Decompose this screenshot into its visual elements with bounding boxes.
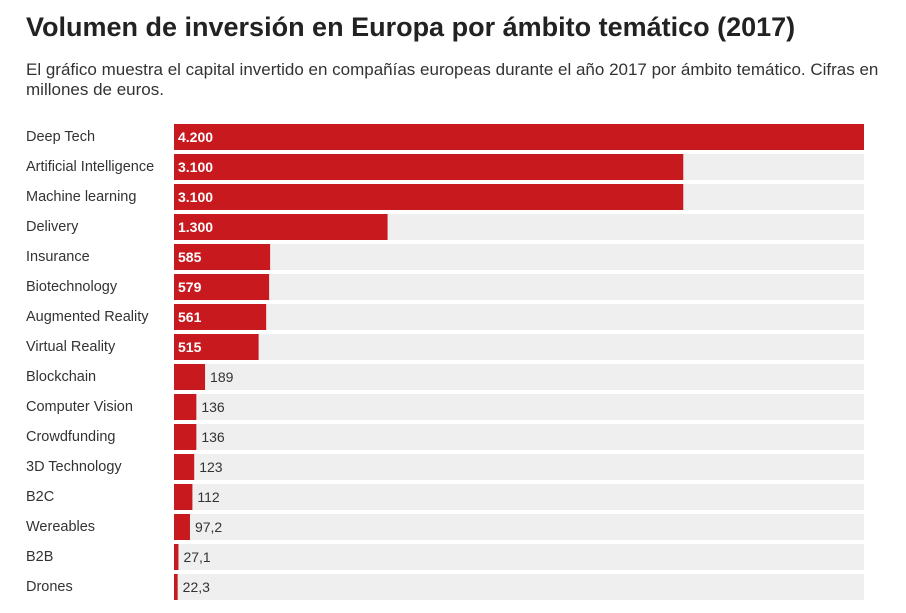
bar-track [174,574,864,600]
value-label: 27,1 [183,549,210,565]
bar [174,364,206,390]
category-label: Machine learning [26,189,136,205]
value-label: 4.200 [178,129,213,145]
bar [174,454,195,480]
bar [174,304,267,330]
category-label: Biotechnology [26,279,118,295]
value-label: 97,2 [195,519,222,535]
bar-track [174,454,864,480]
category-label: Virtual Reality [26,339,116,355]
bar-track [174,484,864,510]
bar [174,424,197,450]
category-label: Augmented Reality [26,309,149,325]
bar-row: Computer Vision 136 [26,394,864,420]
bar [174,544,179,570]
bar-row: Delivery 1.300 [26,214,864,240]
value-label: 22,3 [183,579,210,595]
bar-track [174,274,864,300]
category-label: Drones [26,579,73,595]
category-label: Crowdfunding [26,429,115,445]
category-label: Delivery [26,219,79,235]
bar-track [174,364,864,390]
bar [174,154,684,180]
category-label: Artificial Intelligence [26,159,154,175]
bar [174,274,270,300]
bar-row: Artificial Intelligence 3.100 [26,154,864,180]
bar-track [174,514,864,540]
value-label: 579 [178,279,202,295]
bar-track [174,424,864,450]
value-label: 123 [199,459,223,475]
bar-row: Insurance 585 [26,244,864,270]
category-label: Insurance [26,249,90,265]
bar-row: Wereables 97,2 [26,514,864,540]
bar-row: Machine learning 3.100 [26,184,864,210]
category-label: B2C [26,489,54,505]
value-label: 3.100 [178,159,213,175]
value-label: 136 [201,399,225,415]
value-label: 3.100 [178,189,213,205]
bar-track [174,544,864,570]
bar [174,244,271,270]
bar [174,184,684,210]
bar [174,484,193,510]
bar-track [174,334,864,360]
category-label: Blockchain [26,369,96,385]
bar-track [174,304,864,330]
bar-row: Blockchain 189 [26,364,864,390]
bar-row: Biotechnology 579 [26,274,864,300]
chart-title: Volumen de inversión en Europa por ámbit… [26,12,796,42]
bar-row: Augmented Reality 561 [26,304,864,330]
value-label: 112 [197,489,220,505]
value-label: 1.300 [178,219,213,235]
bar-row: Crowdfunding 136 [26,424,864,450]
bar-track [174,394,864,420]
category-label: Wereables [26,519,95,535]
bar-row: Deep Tech 4.200 [26,124,864,150]
bar [174,514,190,540]
bar-row: 3D Technology 123 [26,454,864,480]
category-label: B2B [26,549,53,565]
chart-subtitle: El gráfico muestra el capital invertido … [26,60,879,99]
bar-row: Virtual Reality 515 [26,334,864,360]
value-label: 515 [178,339,202,355]
bar-track [174,244,864,270]
bar-row: Drones 22,3 [26,574,864,600]
bar-row: B2C 112 [26,484,864,510]
category-label: 3D Technology [26,459,122,475]
value-label: 585 [178,249,202,265]
bar [174,124,864,150]
value-label: 561 [178,309,202,325]
category-label: Computer Vision [26,399,133,415]
value-label: 136 [201,429,225,445]
bar [174,214,388,240]
category-label: Deep Tech [26,129,95,145]
bar [174,334,259,360]
value-label: 189 [210,369,234,385]
bar-row: B2B 27,1 [26,544,864,570]
bar [174,574,178,600]
bar [174,394,197,420]
